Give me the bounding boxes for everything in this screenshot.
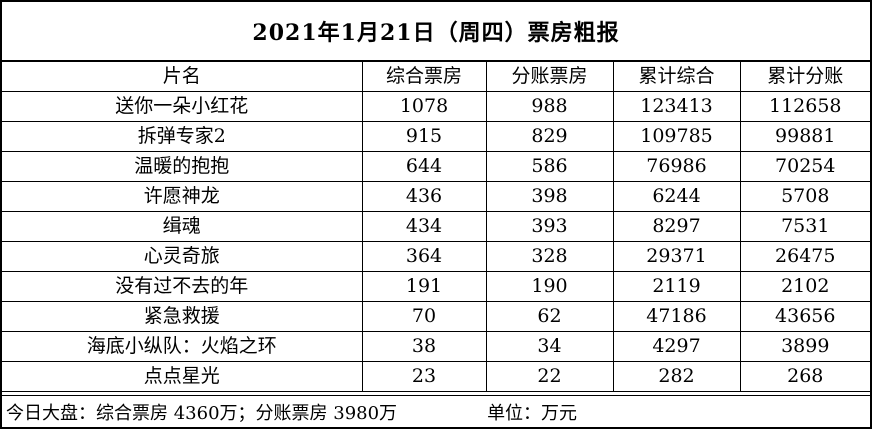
header-film-name: 片名 [2, 61, 363, 92]
cell-daily-gross: 38 [361, 331, 487, 362]
cell-daily-split: 22 [485, 361, 614, 392]
cell-daily-gross: 1078 [361, 91, 487, 122]
table-row: 点点星光 23 22 282 268 [2, 361, 870, 392]
cell-daily-gross: 191 [361, 271, 487, 302]
footer-bar: 今日大盘：综合票房 4360万；分账票房 3980万 单位：万元 [2, 395, 870, 427]
cell-daily-split: 586 [485, 151, 614, 182]
cell-total-split: 7531 [739, 211, 870, 242]
cell-daily-split: 328 [485, 241, 614, 272]
cell-total-split: 99881 [739, 121, 870, 152]
cell-daily-gross: 434 [361, 211, 487, 242]
report-title: 2021年1月21日（周四）票房粗报 [2, 2, 870, 61]
cell-film-name: 温暖的抱抱 [2, 151, 363, 182]
table-row: 温暖的抱抱 644 586 76986 70254 [2, 151, 870, 182]
cell-film-name: 紧急救援 [2, 301, 363, 332]
table-row: 缉魂 434 393 8297 7531 [2, 211, 870, 242]
cell-total-gross: 29371 [612, 241, 741, 272]
header-daily-split: 分账票房 [485, 61, 614, 92]
cell-daily-split: 393 [485, 211, 614, 242]
cell-daily-split: 62 [485, 301, 614, 332]
cell-film-name: 没有过不去的年 [2, 271, 363, 302]
cell-daily-gross: 644 [361, 151, 487, 182]
cell-total-split: 26475 [739, 241, 870, 272]
cell-total-split: 5708 [739, 181, 870, 212]
cell-total-gross: 6244 [612, 181, 741, 212]
cell-daily-split: 190 [485, 271, 614, 302]
cell-daily-gross: 436 [361, 181, 487, 212]
table-row: 紧急救援 70 62 47186 43656 [2, 301, 870, 332]
table-row: 没有过不去的年 191 190 2119 2102 [2, 271, 870, 302]
table-row: 拆弹专家2 915 829 109785 99881 [2, 121, 870, 152]
cell-total-gross: 8297 [612, 211, 741, 242]
cell-film-name: 心灵奇旅 [2, 241, 363, 272]
header-total-gross: 累计综合 [612, 61, 741, 92]
table-row: 心灵奇旅 364 328 29371 26475 [2, 241, 870, 272]
cell-total-gross: 123413 [612, 91, 741, 122]
cell-daily-split: 829 [485, 121, 614, 152]
cell-daily-gross: 364 [361, 241, 487, 272]
cell-daily-split: 398 [485, 181, 614, 212]
cell-total-split: 3899 [739, 331, 870, 362]
cell-film-name: 缉魂 [2, 211, 363, 242]
cell-total-gross: 47186 [612, 301, 741, 332]
cell-film-name: 拆弹专家2 [2, 121, 363, 152]
cell-total-split: 70254 [739, 151, 870, 182]
table-row: 送你一朵小红花 1078 988 123413 112658 [2, 91, 870, 122]
cell-total-split: 112658 [739, 91, 870, 122]
cell-daily-gross: 23 [361, 361, 487, 392]
cell-daily-split: 34 [485, 331, 614, 362]
cell-total-split: 268 [739, 361, 870, 392]
cell-film-name: 许愿神龙 [2, 181, 363, 212]
cell-total-gross: 2119 [612, 271, 741, 302]
cell-daily-gross: 915 [361, 121, 487, 152]
cell-total-split: 43656 [739, 301, 870, 332]
cell-film-name: 点点星光 [2, 361, 363, 392]
cell-total-gross: 282 [612, 361, 741, 392]
table-row: 海底小纵队：火焰之环 38 34 4297 3899 [2, 331, 870, 362]
table-row: 许愿神龙 436 398 6244 5708 [2, 181, 870, 212]
box-office-table: 片名 综合票房 分账票房 累计综合 累计分账 送你一朵小红花 1078 988 123… [2, 61, 870, 392]
cell-film-name: 送你一朵小红花 [2, 91, 363, 122]
unit-note: 单位：万元 [487, 402, 578, 424]
daily-market-summary: 今日大盘：综合票房 4360万；分账票房 3980万 [6, 402, 398, 424]
cell-total-gross: 109785 [612, 121, 741, 152]
table-header-row: 片名 综合票房 分账票房 累计综合 累计分账 [2, 61, 870, 92]
cell-total-gross: 76986 [612, 151, 741, 182]
header-daily-gross: 综合票房 [361, 61, 487, 92]
header-total-split: 累计分账 [739, 61, 870, 92]
cell-total-split: 2102 [739, 271, 870, 302]
cell-daily-split: 988 [485, 91, 614, 122]
cell-total-gross: 4297 [612, 331, 741, 362]
cell-film-name: 海底小纵队：火焰之环 [2, 331, 363, 362]
cell-daily-gross: 70 [361, 301, 487, 332]
